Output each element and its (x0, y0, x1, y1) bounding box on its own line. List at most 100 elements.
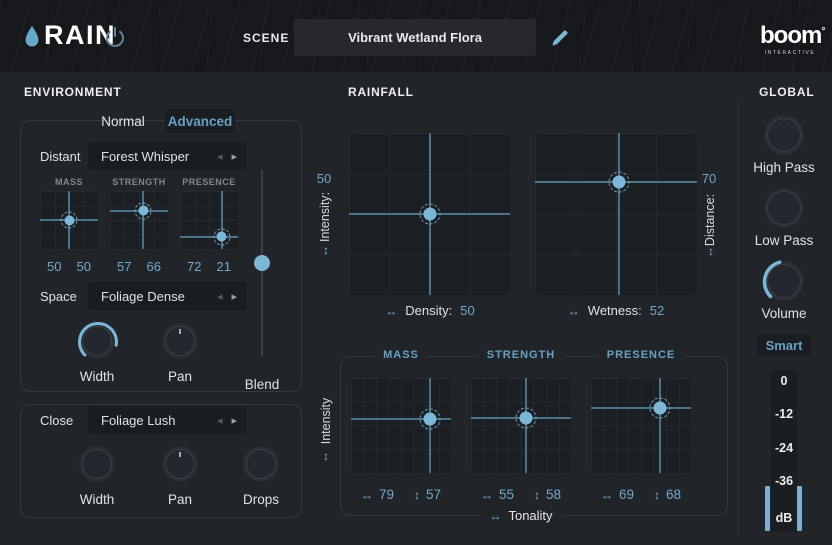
crosshair-v (142, 191, 145, 249)
vertical-arrows-icon: ↕ (414, 487, 420, 502)
db-meter (771, 370, 797, 532)
close-preset-name: Foliage Lush (101, 412, 176, 428)
msp-mass-values: ↔ 79 ↕ 57 (351, 487, 451, 502)
strength-x-value: 57 (117, 259, 132, 274)
msp-mass-x: 79 (378, 487, 394, 502)
horizontal-arrows-icon: ↔ (480, 487, 493, 502)
high-pass-knob[interactable] (767, 118, 801, 152)
power-button-icon[interactable] (104, 26, 126, 48)
tonality-text: Tonality (508, 508, 553, 523)
edit-pencil-icon[interactable] (550, 28, 570, 48)
meter-bar-left (765, 486, 770, 531)
wetness-label: Wetness: (587, 303, 642, 318)
environment-title: ENVIRONMENT (24, 85, 122, 99)
smart-button[interactable]: Smart (757, 334, 811, 356)
prev-preset-arrow[interactable]: ◂ (216, 150, 223, 163)
meter-tick-36: -36 (774, 474, 794, 488)
low-pass-knob-group: Low Pass (744, 191, 824, 248)
blend-slider-handle[interactable] (254, 255, 270, 271)
distant-preset-dropdown[interactable]: Forest Whisper ◂ ▸ (88, 142, 246, 170)
msp-mass-y: 57 (426, 487, 442, 502)
close-preset-dropdown[interactable]: Foliage Lush ◂ ▸ (88, 406, 246, 434)
xy-pad-msp-mass[interactable] (351, 378, 451, 473)
tab-advanced[interactable]: Advanced (165, 109, 235, 133)
density-value: 50 (460, 303, 475, 318)
xy-pad-distant-mass[interactable] (40, 191, 98, 249)
distance-value: 70 (701, 171, 717, 186)
prev-preset-arrow[interactable]: ◂ (216, 414, 223, 427)
width-knob[interactable] (77, 322, 118, 357)
close-width-knob[interactable] (82, 449, 112, 479)
strength-y-value: 66 (146, 259, 161, 274)
vertical-arrows-icon: ↕ (323, 449, 329, 463)
app-title: RAIN (44, 20, 116, 50)
close-width-label: Width (79, 492, 115, 507)
xy-pad-distant-strength[interactable] (110, 191, 168, 249)
pan-knob-label: Pan (167, 369, 193, 384)
tab-normal[interactable]: Normal (101, 113, 145, 129)
close-pan-knob[interactable] (165, 449, 195, 479)
global-title: GLOBAL (759, 85, 815, 99)
knob-arc (762, 260, 782, 299)
water-drop-icon (25, 26, 39, 47)
crosshair-v (659, 378, 661, 473)
presence-x-value: 72 (187, 259, 202, 274)
xy-pad-intensity-density[interactable] (349, 133, 510, 295)
pad-handle[interactable] (213, 228, 231, 246)
strength-values: 57 66 (110, 259, 168, 274)
density-label: Density: (405, 303, 453, 318)
pad-handle[interactable] (515, 407, 537, 429)
knob-arc (77, 322, 118, 357)
rainfall-title: RAINFALL (348, 85, 414, 99)
xy-pad-distant-presence[interactable] (180, 191, 238, 249)
volume-knob[interactable] (762, 260, 801, 299)
close-pan-label: Pan (167, 492, 193, 507)
global-divider (738, 100, 739, 535)
pad-handle[interactable] (419, 408, 441, 430)
presence-y-value: 21 (216, 259, 231, 274)
distant-label: Distant (40, 149, 81, 164)
prev-preset-arrow[interactable]: ◂ (216, 290, 223, 303)
space-preset-dropdown[interactable]: Foliage Dense ◂ ▸ (88, 282, 246, 310)
low-pass-knob[interactable] (767, 191, 801, 225)
drops-knob[interactable] (246, 449, 276, 479)
pad-handle[interactable] (608, 171, 630, 193)
pad-handle[interactable] (134, 202, 152, 220)
pan-knob[interactable] (165, 326, 195, 356)
distant-preset-name: Forest Whisper (101, 148, 190, 164)
top-bar: RAIN SCENE Vibrant Wetland Flora boom° I… (0, 0, 832, 72)
brand-name: boom° (760, 22, 826, 49)
horizontal-arrows-icon: ↔ (385, 303, 398, 318)
horizontal-arrows-icon: ↔ (567, 303, 580, 318)
xy-pad-distance-wetness[interactable] (535, 133, 697, 295)
brand-subtitle: INTERACTIVE (764, 50, 816, 56)
close-label: Close (40, 413, 74, 428)
space-pan-knob-group: Pan (150, 326, 210, 384)
msp-presence-x: 69 (618, 487, 634, 502)
meter-tick-12: -12 (774, 407, 794, 421)
vertical-arrows-icon: ↕ (323, 243, 329, 257)
scene-label: SCENE (243, 31, 290, 45)
next-preset-arrow[interactable]: ▸ (231, 150, 237, 163)
strength-header: STRENGTH (112, 177, 166, 187)
wetness-readout: ↔ Wetness: 52 (541, 303, 691, 318)
horizontal-arrows-icon: ↔ (600, 487, 613, 502)
close-panel (20, 404, 302, 518)
crosshair-v (618, 133, 621, 295)
next-preset-arrow[interactable]: ▸ (231, 414, 237, 427)
close-pan-knob-group: Pan (150, 449, 210, 507)
pad-handle[interactable] (649, 397, 671, 419)
volume-knob-group: Volume (744, 260, 824, 321)
intensity-value: 50 (316, 171, 332, 186)
volume-label: Volume (761, 306, 807, 321)
close-drops-knob-group: Drops (231, 449, 291, 507)
pad-handle[interactable] (60, 211, 78, 229)
next-preset-arrow[interactable]: ▸ (231, 290, 237, 303)
xy-pad-msp-presence[interactable] (591, 378, 691, 473)
vertical-arrows-icon: ↕ (654, 487, 660, 502)
pad-handle[interactable] (419, 203, 440, 225)
mass-x-value: 50 (47, 259, 62, 274)
scene-name-field[interactable]: Vibrant Wetland Flora (294, 19, 536, 56)
xy-pad-msp-strength[interactable] (471, 378, 571, 473)
horizontal-arrows-icon: ↔ (489, 508, 502, 523)
